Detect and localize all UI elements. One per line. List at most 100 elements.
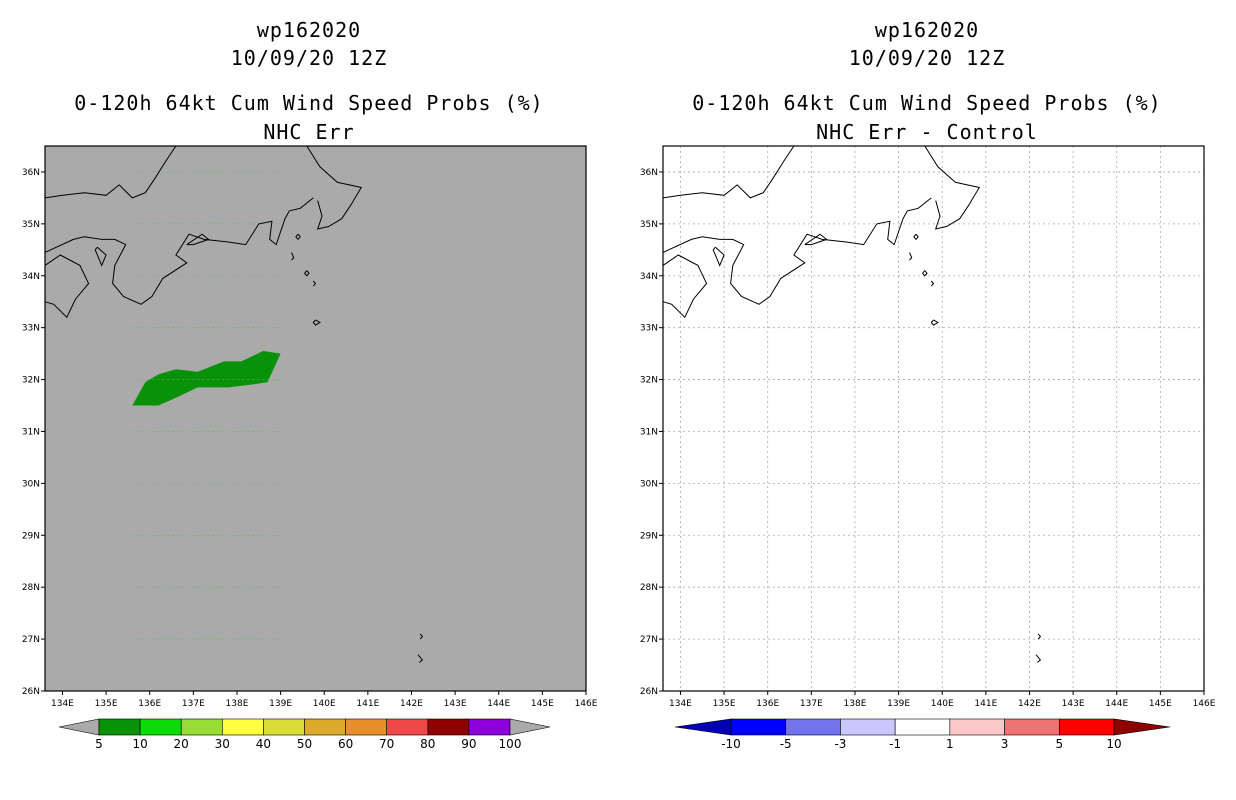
longitude-tick-label: 143E [1062,699,1085,709]
colorbar-label: 90 [461,737,476,751]
colorbar-segment [894,718,951,736]
longitude-tick-label: 146E [1193,699,1216,709]
coastline [662,145,795,199]
latitude-tick-label: 28N [22,583,40,593]
colorbar-segment [949,718,1005,736]
colorbar-label: -10 [721,737,741,751]
longitude-tick-label: 134E [51,699,74,709]
coastline [909,252,913,261]
storm-id-title: wp162020 [874,18,980,42]
colorbar-segment [180,718,223,736]
colorbar-label: 20 [174,737,189,751]
latitude-tick-label: 30N [22,479,40,489]
map-plot-area [663,146,1204,691]
colorbar-label: 5 [95,737,103,751]
latitude-tick-label: 32N [640,376,658,386]
colorbar-segment [1004,718,1060,736]
coastline [94,246,107,267]
coastline [913,233,919,241]
product-title: 0-120h 64kt Cum Wind Speed Probs (%) [692,91,1162,115]
longitude-tick-label: 144E [1105,699,1128,709]
longitude-tick-label: 135E [95,699,118,709]
map-frame [44,145,587,692]
latitude-tick-label: 35N [640,220,658,230]
latitude-tick-label: 33N [22,324,40,334]
colorbar-over-triangle [1113,718,1171,736]
coastline [1037,633,1042,640]
coastline [921,270,928,277]
colorbar-segment [263,718,305,736]
left-map-panel: wp162020 10/09/20 12Z 0-120h 64kt Cum Wi… [22,18,598,751]
longitude-tick-label: 144E [487,699,510,709]
coastline [662,254,708,319]
map-frame [662,145,1205,692]
subtitle: NHC Err [263,120,355,144]
latitude-tick-label: 32N [22,376,40,386]
colorbar-label: 40 [256,737,271,751]
longitude-tick-label: 139E [887,699,910,709]
colorbar-under-triangle [58,718,100,736]
colorbar-segment [222,718,264,736]
longitude-tick-label: 141E [356,699,379,709]
colorbar-label: 10 [132,737,147,751]
colorbar-label: 3 [1001,737,1009,751]
longitude-tick-label: 143E [444,699,467,709]
longitude-tick-label: 135E [713,699,736,709]
longitude-tick-label: 146E [575,699,598,709]
longitude-tick-label: 141E [974,699,997,709]
coastline [930,280,935,287]
coastline [1035,654,1042,663]
latitude-tick-label: 34N [22,272,40,282]
longitude-tick-label: 145E [1149,699,1172,709]
longitude-tick-label: 137E [800,699,823,709]
colorbar-under-triangle [674,718,732,736]
coastline [312,319,321,326]
probability-area [132,351,281,406]
coastline [804,233,828,246]
colorbar-segment [345,718,388,736]
colorbar-segment [785,718,841,736]
colorbar-segment [840,718,896,736]
coastline [186,233,210,246]
latitude-tick-label: 29N [22,531,40,541]
coastline [295,233,301,241]
colorbar-label: 60 [338,737,353,751]
coastline [44,145,177,199]
latitude-tick-label: 31N [22,427,40,437]
latitude-tick-label: 27N [640,635,658,645]
coastline [291,252,295,261]
longitude-tick-label: 138E [226,699,249,709]
coastline [303,270,310,277]
longitude-tick-label: 139E [269,699,292,709]
colorbar-label: 70 [379,737,394,751]
longitude-tick-label: 137E [182,699,205,709]
longitude-tick-label: 140E [313,699,336,709]
coastline [419,633,424,640]
latitude-tick-label: 33N [640,324,658,334]
storm-id-title: wp162020 [256,18,362,42]
latitude-tick-label: 36N [640,168,658,178]
coastline [44,197,314,305]
latitude-tick-label: 26N [22,687,40,697]
latitude-tick-label: 28N [640,583,658,593]
longitude-tick-label: 142E [1018,699,1041,709]
colorbar-segment [139,718,182,736]
latitude-tick-label: 31N [640,427,658,437]
subtitle: NHC Err - Control [816,120,1038,144]
colorbar-label: 80 [420,737,435,751]
right-map-panel: wp162020 10/09/20 12Z 0-120h 64kt Cum Wi… [618,0,1236,800]
colorbar-label: 30 [215,737,230,751]
colorbar-over-triangle [509,718,551,736]
longitude-tick-label: 145E [531,699,554,709]
coastline [312,280,317,287]
coastline [417,654,424,663]
longitude-tick-label: 140E [931,699,954,709]
longitude-tick-label: 138E [844,699,867,709]
product-title: 0-120h 64kt Cum Wind Speed Probs (%) [74,91,544,115]
map-plot-area [45,146,586,691]
colorbar-segment [468,718,511,736]
longitude-tick-label: 142E [400,699,423,709]
latitude-tick-label: 29N [640,531,658,541]
colorbar-segment [98,718,141,736]
